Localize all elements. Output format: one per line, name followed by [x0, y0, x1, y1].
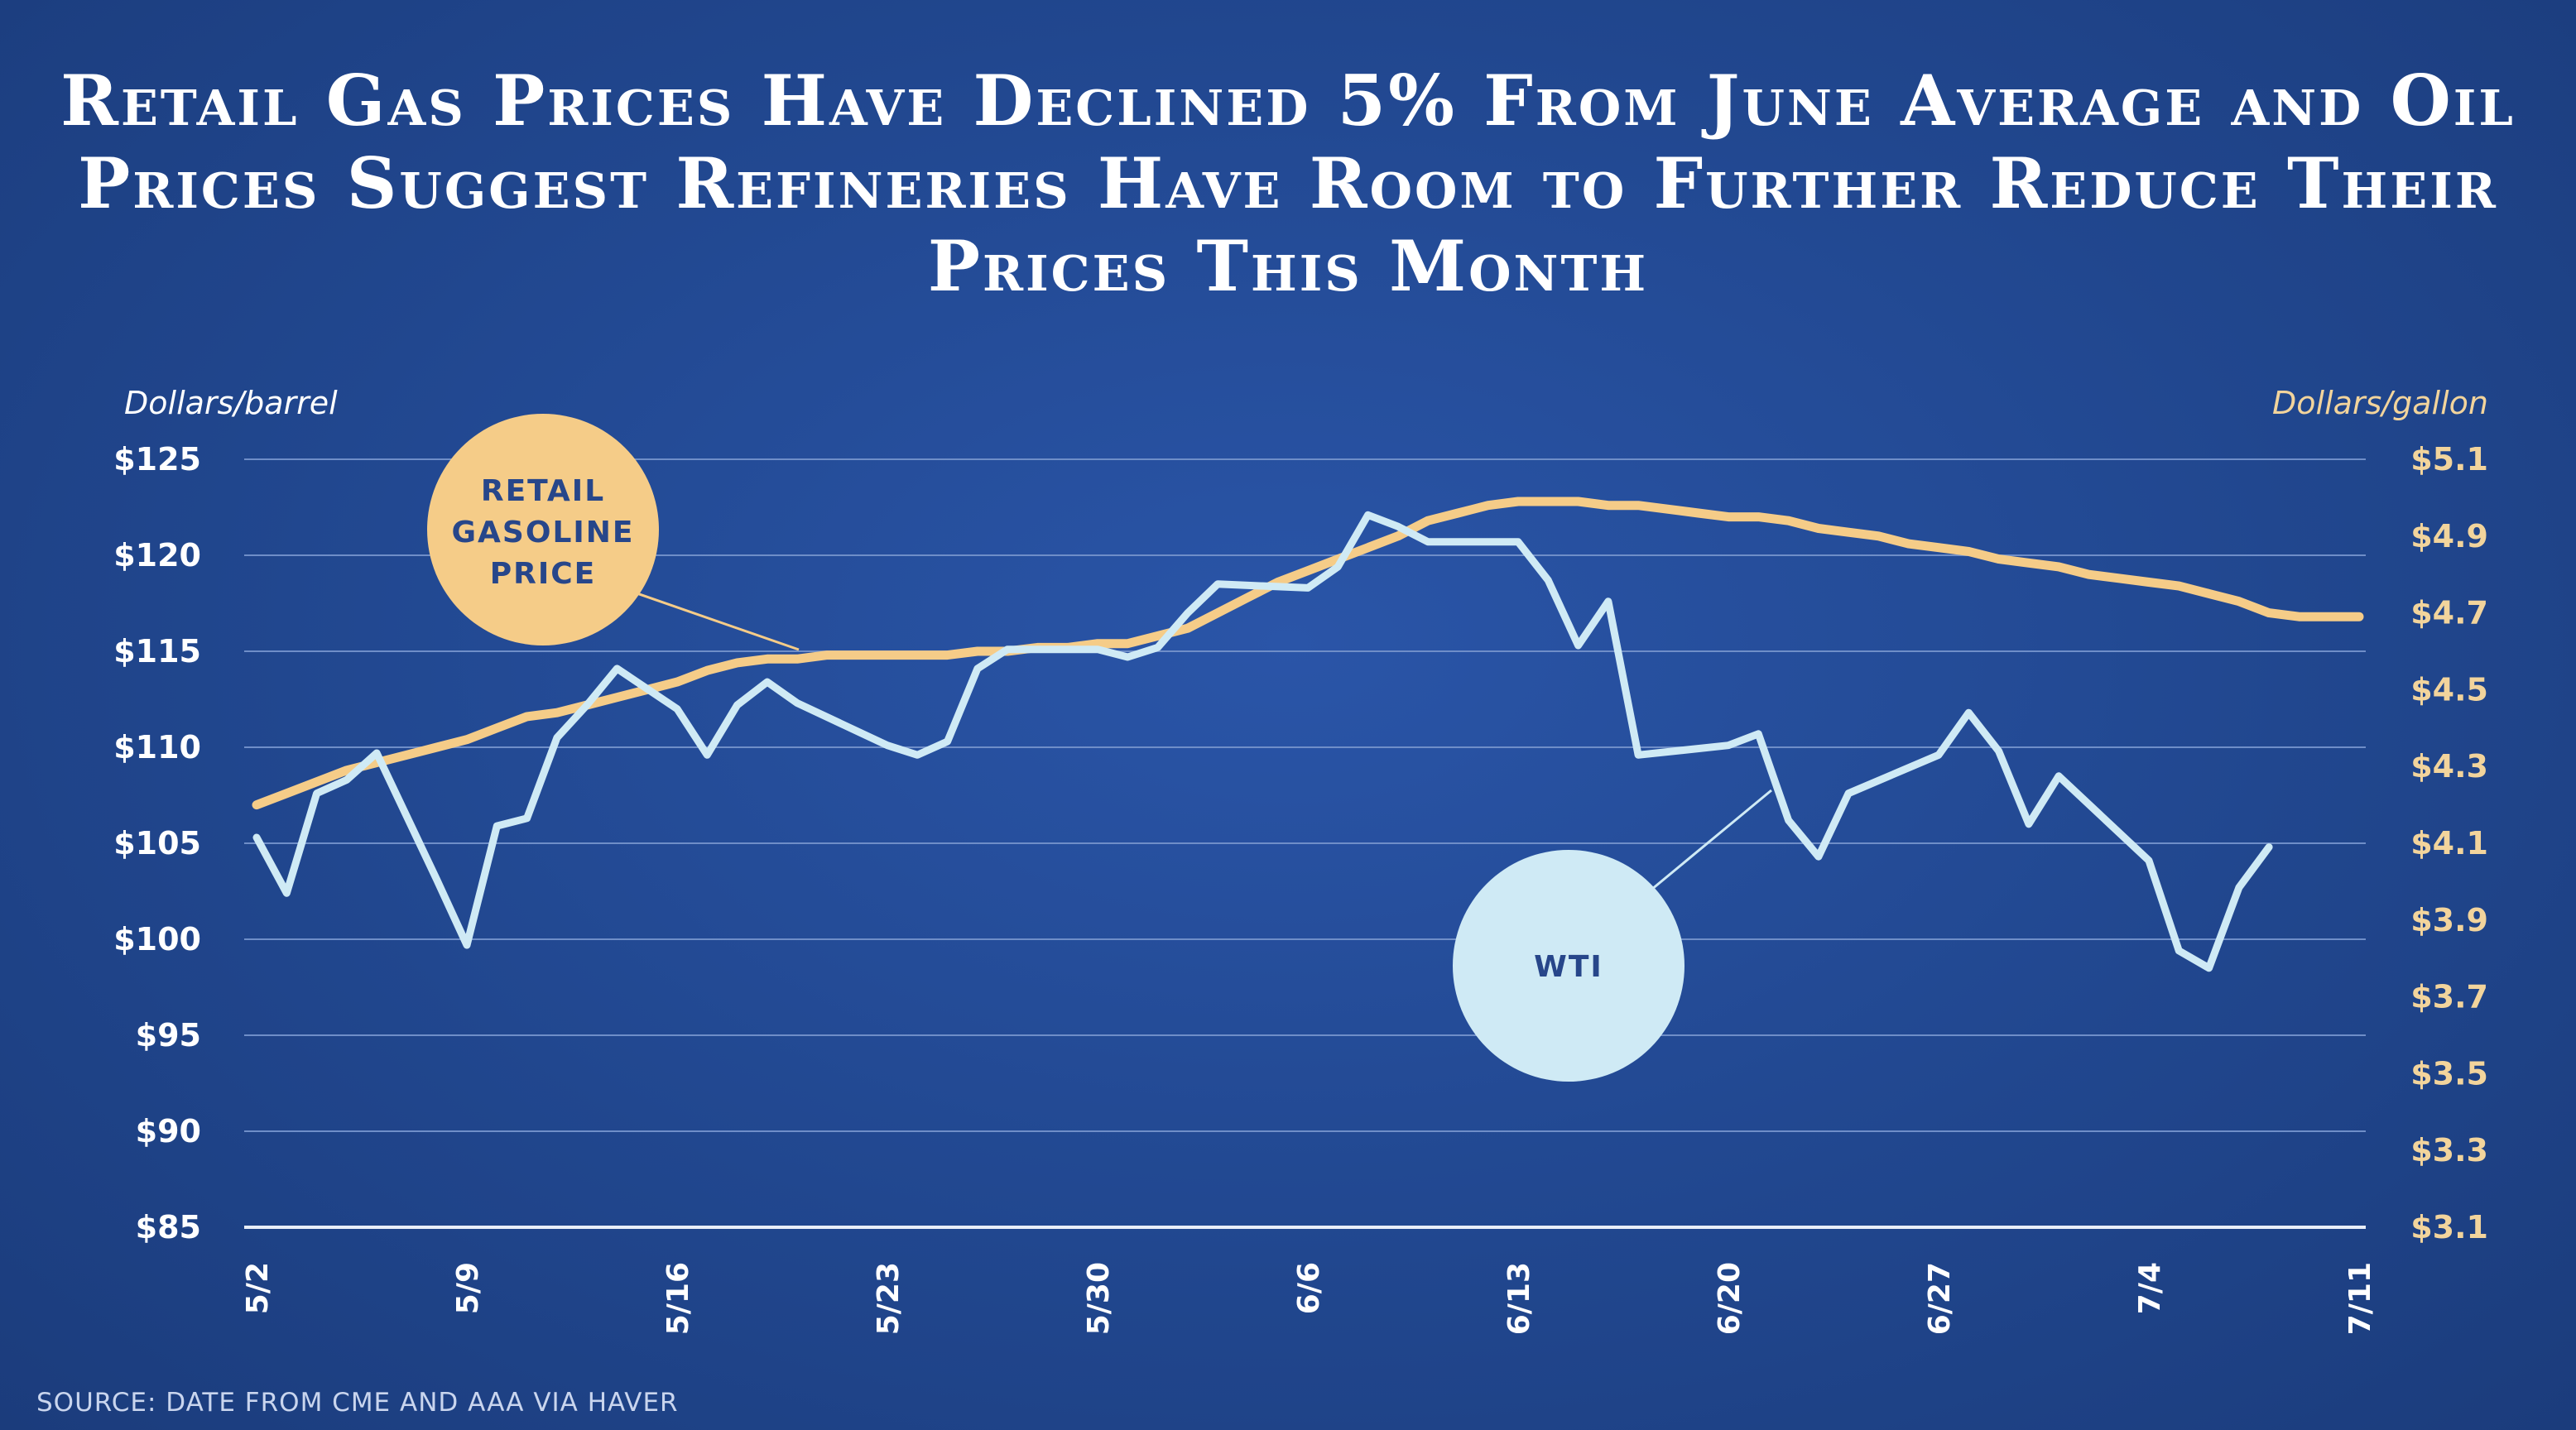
y-right-tick-label: $4.3	[2410, 748, 2488, 785]
x-tick-label: 6/13	[1502, 1262, 1536, 1335]
gasoline-label-text: PRICE	[490, 557, 597, 591]
x-tick-label: 7/11	[2343, 1262, 2377, 1335]
y-right-tick-label: $3.5	[2410, 1055, 2488, 1092]
y-left-axis-label: Dollars/barrel	[124, 385, 338, 421]
y-left-tick-label: $115	[113, 633, 201, 669]
x-tick-label: 6/6	[1292, 1262, 1326, 1314]
gasoline-label-bubble	[427, 414, 659, 645]
y-right-axis-label: Dollars/gallon	[2272, 385, 2488, 421]
y-right-tick-label: $3.3	[2410, 1132, 2488, 1168]
x-tick-label: 5/30	[1082, 1262, 1116, 1335]
y-left-tick-label: $125	[113, 441, 201, 477]
y-left-tick-label: $100	[113, 921, 201, 957]
x-tick-label: 7/4	[2133, 1262, 2167, 1314]
wti-price-line	[252, 511, 2273, 972]
gasoline-label-text: RETAIL	[481, 474, 605, 508]
y-left-tick-label: $120	[113, 537, 201, 573]
gasoline-label-text: GASOLINE	[452, 516, 635, 549]
x-tick-label: 6/20	[1713, 1262, 1747, 1335]
wti-label-bubble	[1453, 850, 1684, 1082]
wti-leader-line	[1651, 789, 1772, 891]
series-lines	[252, 497, 2364, 972]
annotations: RETAIL GASOLINE PRICE WTI	[427, 414, 1772, 1082]
y-right-tick-label: $4.7	[2410, 595, 2488, 631]
chart-title: Retail Gas Prices Have Declined 5% From …	[60, 60, 2516, 307]
y-left-tick-label: $95	[136, 1017, 201, 1053]
y-right-tick-label: $4.5	[2410, 671, 2488, 708]
y-left-tick-label: $105	[113, 825, 201, 861]
y-left-tick-label: $85	[136, 1209, 201, 1245]
y-right-tick-label: $3.1	[2410, 1209, 2488, 1245]
x-tick-label: 5/9	[451, 1262, 485, 1314]
y-left-tick-label: $110	[113, 729, 201, 765]
y-right-tick-label: $5.1	[2410, 441, 2488, 477]
y-right-tick-label: $3.9	[2410, 902, 2488, 938]
x-tick-label: 5/16	[661, 1262, 695, 1335]
source-note: SOURCE: DATE FROM CME AND AAA VIA HAVER	[36, 1388, 679, 1418]
y-right-tick-label: $3.7	[2410, 979, 2488, 1015]
x-tick-label: 5/23	[872, 1262, 906, 1335]
wti-label-text: WTI	[1534, 950, 1603, 984]
y-right-tick-label: $4.1	[2410, 825, 2488, 861]
axes: $125 $120 $115 $110 $105 $100 $95 $90 $85 $5.1 $4.…	[113, 385, 2488, 1335]
x-tick-label: 6/27	[1923, 1262, 1957, 1335]
gasoline-price-line	[252, 497, 2364, 810]
x-tick-label: 5/2	[241, 1262, 275, 1314]
gasoline-leader-line	[608, 582, 800, 651]
y-right-tick-label: $4.9	[2410, 518, 2488, 554]
y-left-tick-label: $90	[136, 1113, 201, 1149]
